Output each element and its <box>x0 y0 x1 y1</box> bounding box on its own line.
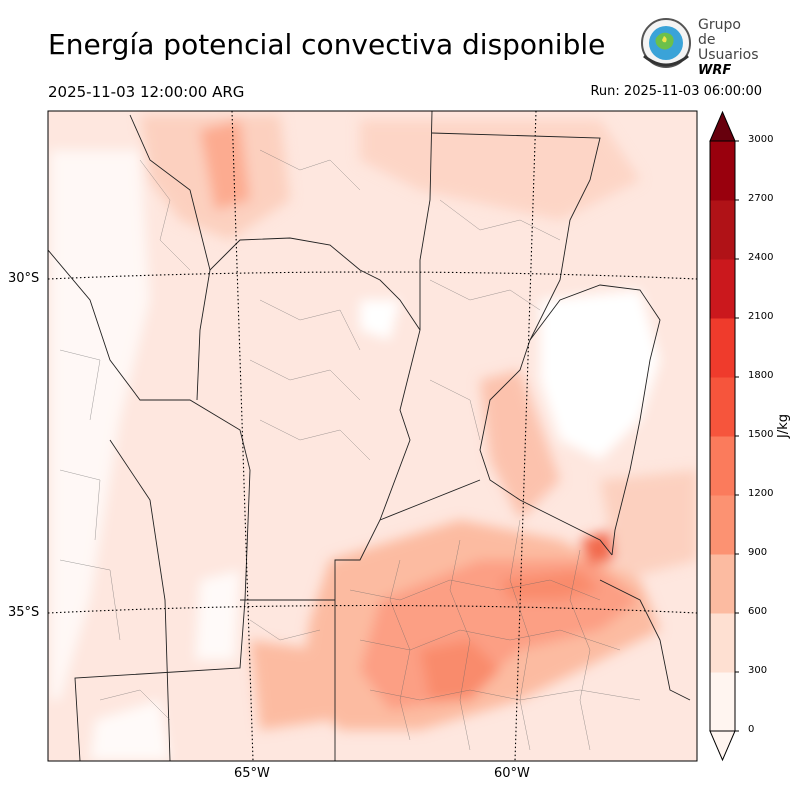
colorbar-bin <box>710 259 735 319</box>
colorbar-bin <box>710 377 735 437</box>
colorbar-tick-label: 900 <box>748 547 768 558</box>
colorbar-bin <box>710 672 735 732</box>
lat-label-35s: 35°S <box>8 605 40 620</box>
colorbar-tick-label: 300 <box>748 665 768 676</box>
colorbar-tick-label: 2700 <box>748 193 774 204</box>
colorbar-bin <box>710 436 735 496</box>
colorbar-tick-label: 600 <box>748 606 768 617</box>
colorbar-tick-label: 1200 <box>748 488 774 499</box>
cape-field <box>48 111 697 761</box>
colorbar-unit-label: J/kg <box>776 414 791 438</box>
map-title: Energía potencial convectiva disponible <box>48 28 606 61</box>
lat-label-30s: 30°S <box>8 271 40 286</box>
lon-label-60w: 60°W <box>494 766 530 781</box>
colorbar-tick-label: 0 <box>748 724 755 735</box>
logo-line-1: Grupo de <box>698 17 741 48</box>
wrf-logo: Grupo de Usuarios WRF <box>638 16 759 78</box>
colorbar-bin <box>710 200 735 260</box>
graticule <box>48 111 697 761</box>
colorbar-bin <box>710 554 735 614</box>
colorbar-extend-high <box>709 110 736 142</box>
map-frame <box>47 110 698 762</box>
colorbar-tick-label: 3000 <box>748 134 774 145</box>
colorbar-tick-label: 1800 <box>748 370 774 381</box>
colorbar-bin <box>710 141 735 201</box>
globe-icon <box>641 18 691 68</box>
province-borders <box>48 111 691 761</box>
colorbar-bin <box>710 495 735 555</box>
valid-time: 2025-11-03 12:00:00 ARG <box>48 83 245 101</box>
logo-line-2: Usuarios <box>698 47 759 63</box>
colorbar-tick-label: 2400 <box>748 252 774 263</box>
colorbar <box>709 110 739 762</box>
lon-label-65w: 65°W <box>234 766 270 781</box>
colorbar-bin <box>710 318 735 378</box>
colorbar-tick-label: 2100 <box>748 311 774 322</box>
run-time: Run: 2025-11-03 06:00:00 <box>590 84 762 99</box>
logo-line-3: WRF <box>698 63 732 78</box>
colorbar-tick-label: 1500 <box>748 429 774 440</box>
colorbar-bin <box>710 613 735 673</box>
colorbar-extend-low <box>709 730 736 762</box>
department-borders <box>59 149 641 751</box>
